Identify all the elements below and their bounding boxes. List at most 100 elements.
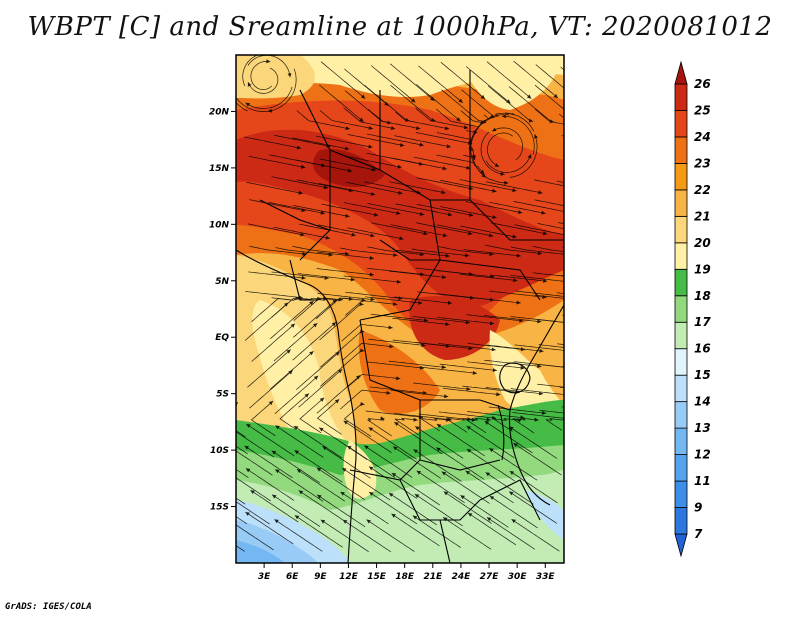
lon-tick-label: 9E (314, 572, 327, 582)
streamline-arrow (416, 470, 422, 475)
streamline (299, 397, 325, 434)
streamline-arrow (373, 212, 379, 217)
streamline-arrow (343, 420, 348, 425)
streamline (246, 423, 295, 457)
streamline (247, 55, 291, 78)
streamline-arrow (334, 399, 340, 404)
streamline (245, 86, 293, 109)
streamline (489, 112, 535, 132)
streamline (508, 491, 558, 524)
streamline (236, 402, 246, 438)
software-credit: GrADS: IGES/COLA (5, 602, 92, 612)
streamline-arrow (413, 417, 418, 422)
streamline-arrow (370, 233, 375, 238)
lon-tick-label: 30E (508, 572, 528, 582)
streamline (464, 417, 491, 434)
streamline-arrow (247, 82, 252, 87)
streamline-arrow (592, 349, 596, 353)
streamline (487, 132, 513, 168)
streamline (463, 296, 521, 304)
streamline-arrow (441, 190, 446, 195)
streamline (275, 247, 333, 256)
streamline (294, 515, 343, 548)
streamline-arrow (460, 495, 465, 500)
streamline (368, 338, 426, 346)
streamline-arrow (396, 376, 401, 381)
streamline (560, 66, 564, 71)
streamline-arrow (245, 468, 251, 473)
streamline (508, 426, 558, 459)
streamline (534, 199, 564, 207)
streamline (388, 270, 447, 278)
streamline-arrow (360, 94, 366, 99)
streamline-arrow (609, 190, 613, 194)
colorbar-bin (674, 242, 688, 270)
streamline (364, 296, 423, 304)
streamline-arrow (414, 494, 420, 498)
streamline (242, 55, 278, 87)
border-5 (439, 259, 541, 301)
streamline (532, 245, 564, 252)
streamline (345, 300, 398, 316)
colorbar-bin (674, 136, 688, 164)
colorbar-bin (674, 401, 688, 429)
streamline (318, 224, 375, 237)
streamline (509, 470, 558, 504)
streamline-arrow (286, 349, 291, 354)
streamline-arrow (369, 466, 374, 471)
streamline (485, 387, 544, 395)
streamline (436, 423, 485, 457)
streamline-arrow (489, 496, 495, 500)
streamline-arrow (347, 445, 352, 450)
streamline-arrow (226, 425, 230, 429)
streamline (246, 181, 303, 194)
streamline (298, 490, 347, 523)
streamline (236, 524, 274, 551)
colorbar-bin (674, 480, 688, 508)
streamline-arrow (229, 83, 233, 87)
streamline (462, 385, 520, 393)
streamline-arrow (323, 185, 329, 190)
streamline-arrow (200, 422, 205, 426)
streamline (273, 226, 330, 239)
streamline (436, 447, 485, 480)
lat-tick-label: 15S (210, 503, 229, 513)
streamline-arrow (445, 322, 450, 327)
streamline-arrow (313, 323, 318, 328)
colorbar-label: 19 (694, 262, 711, 276)
streamline (292, 245, 350, 255)
streamline (343, 107, 396, 130)
streamline (484, 420, 533, 454)
streamline (394, 296, 452, 304)
streamline (369, 386, 428, 394)
streamline-arrow (566, 417, 570, 421)
colorbar-bin (674, 215, 688, 244)
streamline-arrow (320, 519, 326, 524)
streamline-arrow (492, 215, 497, 219)
streamline (319, 158, 377, 171)
streamline (292, 321, 337, 361)
streamline (439, 179, 497, 192)
streamline (388, 360, 446, 368)
streamline-arrow (399, 236, 404, 241)
colorbar-label: 24 (694, 130, 711, 144)
colorbar-label: 7 (694, 527, 703, 541)
streamline-arrow (513, 278, 518, 283)
streamline (297, 273, 355, 281)
streamline-arrow (512, 234, 517, 239)
streamline (316, 467, 365, 500)
streamline-arrow (613, 391, 617, 395)
streamline (489, 495, 538, 529)
streamline (439, 363, 497, 371)
streamline (316, 251, 374, 259)
streamline (535, 64, 564, 89)
colorbar-label: 12 (694, 448, 711, 462)
streamline (508, 86, 555, 123)
streamline (467, 361, 525, 369)
streamline (274, 519, 323, 552)
streamline-arrow (441, 471, 447, 476)
streamline (316, 399, 342, 435)
streamline (365, 410, 424, 418)
streamline (316, 494, 366, 528)
streamline (489, 274, 548, 282)
